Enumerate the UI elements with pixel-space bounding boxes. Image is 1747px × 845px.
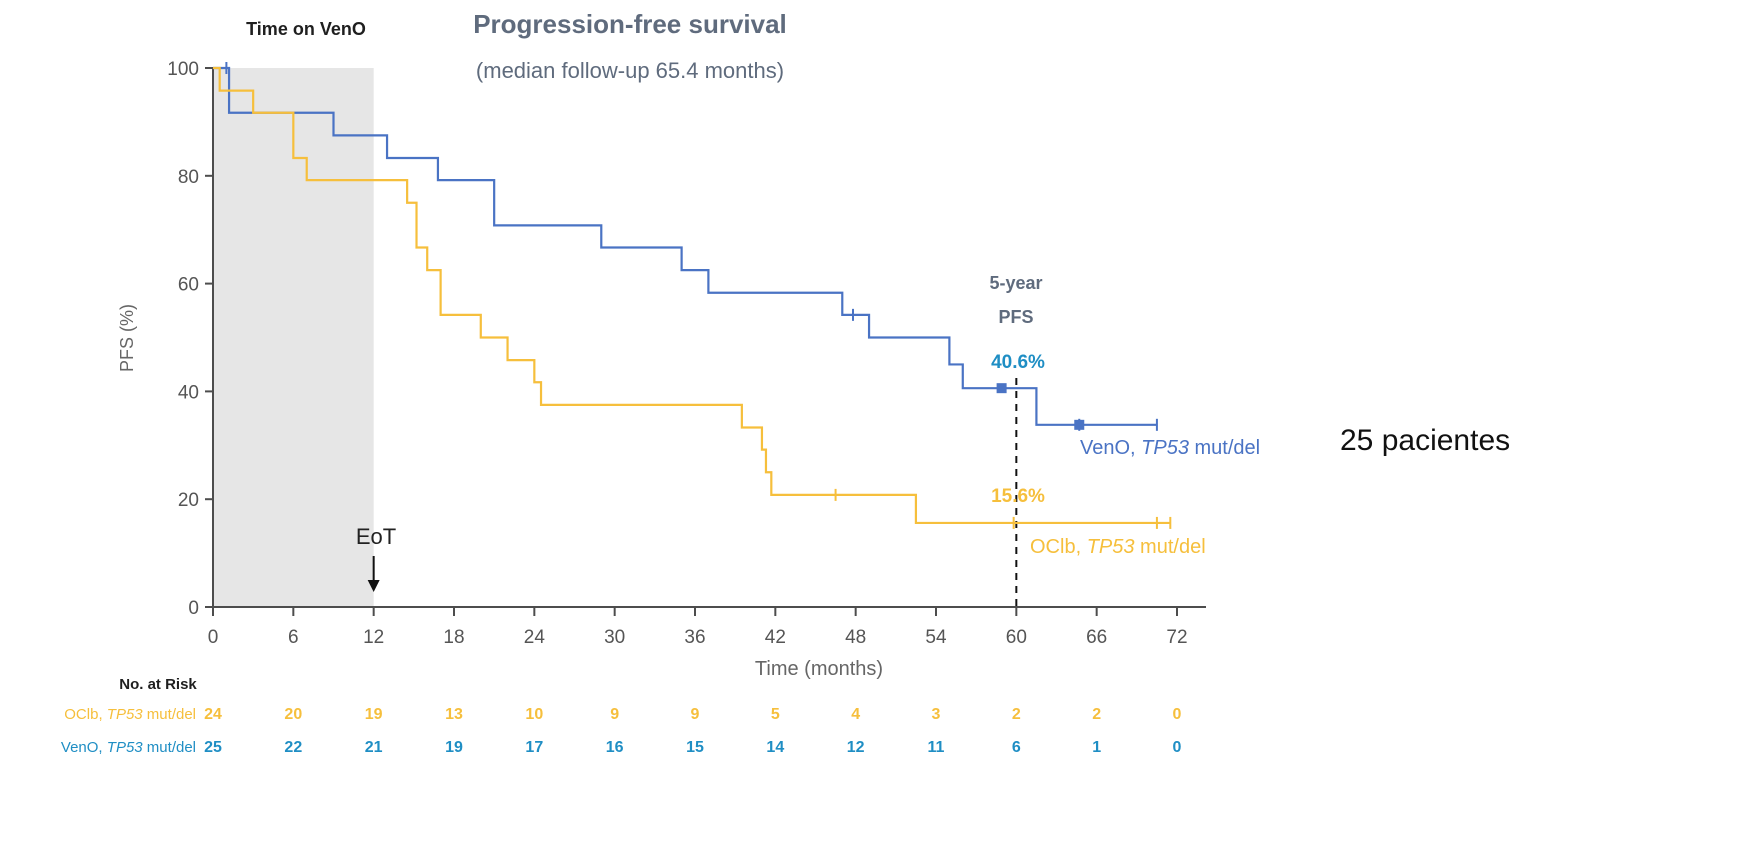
- x-tick-label: 24: [524, 627, 546, 648]
- at-risk-value: 17: [525, 739, 543, 756]
- y-tick-label: 0: [188, 598, 199, 619]
- at-risk-label-oclb-prefix: OClb,: [64, 706, 107, 723]
- at-risk-value: 24: [204, 706, 222, 723]
- at-risk-value: 2: [1012, 706, 1021, 723]
- legend-oclb-suffix: mut/del: [1135, 536, 1206, 558]
- x-tick-label: 42: [765, 627, 786, 648]
- at-risk-title: No. at Risk: [119, 676, 197, 693]
- at-risk-value: 20: [284, 706, 302, 723]
- at-risk-label-oclb-gene: TP53: [107, 706, 144, 723]
- at-risk-label-oclb-suffix: mut/del: [143, 706, 196, 723]
- at-risk-value: 4: [851, 706, 860, 723]
- at-risk-value: 25: [204, 739, 222, 756]
- at-risk-value: 19: [365, 706, 383, 723]
- at-risk-value: 22: [284, 739, 302, 756]
- at-risk-value: 13: [445, 706, 463, 723]
- at-risk-value: 11: [928, 739, 945, 756]
- x-axis-label: Time (months): [755, 658, 883, 680]
- x-tick-label: 30: [604, 627, 625, 648]
- at-risk-value: 12: [847, 739, 865, 756]
- at-risk-label-oclb: OClb, TP53 mut/del: [64, 706, 196, 723]
- curve-oclb: [213, 66, 1171, 525]
- side-note: 25 pacientes: [1340, 424, 1510, 457]
- x-tick-label: 54: [925, 627, 947, 648]
- at-risk-value: 6: [1012, 739, 1021, 756]
- x-tick-label: 6: [288, 627, 299, 648]
- at-risk-value: 21: [365, 739, 383, 756]
- at-risk-value: 9: [610, 706, 619, 723]
- legend-oclb-prefix: OClb,: [1030, 536, 1087, 558]
- y-tick-label: 80: [178, 167, 199, 188]
- survival-curves: [213, 62, 1172, 529]
- at-risk-value: 9: [691, 706, 700, 723]
- at-risk-label-veno-gene: TP53: [107, 739, 144, 756]
- at-risk-values: 24 20 19 13 10 9 9 5 4 3 2 2 025 22 21 19 17 16 15 14 12 11 6 1…: [204, 706, 1181, 756]
- eot-arrow-icon: [367, 556, 380, 592]
- x-tick-label: 66: [1086, 627, 1107, 648]
- shaded-region-label: Time on VenO: [246, 19, 366, 39]
- veno-five-year-marker: [996, 383, 1007, 394]
- at-risk-value: 10: [525, 706, 543, 723]
- x-tick-label: 12: [363, 627, 384, 648]
- y-tick-label: 60: [178, 275, 199, 296]
- legend-oclb: OClb, TP53 mut/del: [1030, 536, 1206, 558]
- legend-veno-prefix: VenO,: [1080, 437, 1141, 459]
- legend-veno-suffix: mut/del: [1189, 437, 1260, 459]
- at-risk-value: 2: [1092, 706, 1101, 723]
- axes: 0 20 40 60 80 100 0 6 12 18 24 30 36 42 48 54 60 66 72: [167, 59, 1206, 648]
- at-risk-value: 14: [766, 739, 784, 756]
- at-risk-label-veno: VenO, TP53 mut/del: [61, 739, 196, 756]
- at-risk-value: 0: [1173, 739, 1182, 756]
- veno-five-year-value: 40.6%: [991, 352, 1045, 373]
- at-risk-value: 1: [1092, 739, 1101, 756]
- legend-veno: VenO, TP53 mut/del: [1080, 437, 1260, 459]
- five-year-label-line1: 5-year: [989, 273, 1042, 293]
- eot-label: EoT: [356, 524, 396, 549]
- x-tick-label: 60: [1006, 627, 1027, 648]
- at-risk-value: 19: [445, 739, 463, 756]
- veno-median-marker: [1074, 419, 1085, 430]
- at-risk-label-veno-suffix: mut/del: [143, 739, 196, 756]
- chart-subtitle: (median follow-up 65.4 months): [476, 58, 784, 83]
- x-tick-label: 36: [684, 627, 705, 648]
- y-tick-label: 40: [178, 382, 199, 403]
- at-risk-label-veno-prefix: VenO,: [61, 739, 107, 756]
- eot-arrow-head: [367, 580, 380, 592]
- x-tick-label: 48: [845, 627, 866, 648]
- legend-oclb-gene: TP53: [1087, 536, 1135, 558]
- at-risk-value: 0: [1173, 706, 1182, 723]
- x-tick-label: 0: [208, 627, 219, 648]
- y-axis-label: PFS (%): [117, 304, 137, 372]
- legend-veno-gene: TP53: [1141, 437, 1189, 459]
- at-risk-value: 5: [771, 706, 780, 723]
- at-risk-value: 15: [686, 739, 704, 756]
- y-tick-label: 20: [178, 490, 199, 511]
- chart-title: Progression-free survival: [473, 9, 787, 39]
- at-risk-value: 3: [932, 706, 941, 723]
- x-tick-label: 18: [443, 627, 464, 648]
- five-year-label-line2: PFS: [998, 307, 1033, 327]
- y-tick-label: 100: [167, 59, 199, 80]
- x-tick-label: 72: [1166, 627, 1187, 648]
- curve-veno: [213, 66, 1157, 426]
- oclb-five-year-value: 15.6%: [991, 486, 1045, 507]
- at-risk-value: 16: [606, 739, 624, 756]
